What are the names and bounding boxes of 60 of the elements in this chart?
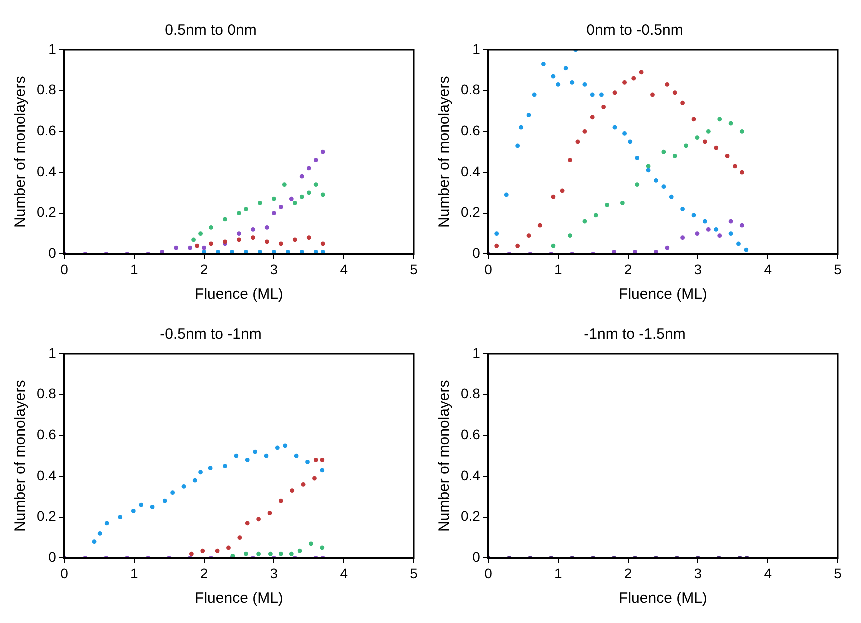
y-tick-label: 0.2	[36, 204, 57, 220]
y-tick-label: 0	[48, 245, 57, 262]
y-tick-label: 0.8	[36, 386, 57, 402]
y-tick-label: 0.6	[460, 426, 481, 443]
x-axis-title: Fluence (ML)	[619, 286, 708, 304]
y-axis-title: Number of monolayers	[12, 380, 30, 532]
y-tick-label: 1	[48, 344, 57, 361]
y-tick-label: 0.4	[460, 163, 481, 180]
x-tick-label: 4	[764, 565, 772, 582]
chart-title: -0.5nm to -1nm	[160, 326, 262, 344]
x-tick-label: 3	[270, 565, 278, 582]
x-tick-label: 5	[410, 565, 418, 582]
x-axis-title: Fluence (ML)	[195, 286, 284, 304]
x-tick-label: 2	[200, 565, 208, 582]
x-tick-label: 4	[340, 261, 348, 278]
y-tick-label: 0.6	[36, 122, 57, 139]
x-tick-label: 3	[694, 565, 702, 582]
x-tick-label: 5	[834, 261, 842, 278]
x-tick-label: 1	[130, 261, 138, 278]
chart-title: 0.5nm to 0nm	[165, 22, 257, 40]
x-tick-label: 3	[694, 261, 702, 278]
y-tick-label: 0.2	[460, 508, 481, 524]
x-tick-label: 4	[764, 261, 772, 278]
y-tick-label: 0	[472, 549, 481, 566]
x-tick-label: 2	[200, 261, 208, 278]
x-tick-label: 5	[834, 565, 842, 582]
chart-title: -1nm to -1.5nm	[584, 326, 686, 344]
x-tick-label: 0	[484, 261, 493, 278]
y-axis-title: Number of monolayers	[436, 380, 454, 532]
x-tick-label: 1	[554, 261, 562, 278]
x-tick-label: 2	[624, 261, 632, 278]
y-axis-title: Number of monolayers	[436, 76, 454, 228]
y-tick-label: 0.6	[460, 122, 481, 139]
y-tick-label: 0.6	[36, 426, 57, 443]
y-tick-label: 0.2	[36, 508, 57, 524]
x-tick-label: 2	[624, 565, 632, 582]
y-tick-label: 0.2	[460, 204, 481, 220]
x-tick-label: 0	[484, 565, 493, 582]
x-axis-title: Fluence (ML)	[195, 590, 284, 608]
y-tick-label: 0.4	[36, 467, 57, 484]
y-tick-label: 0.4	[460, 467, 481, 484]
y-tick-label: 0.8	[36, 82, 57, 98]
y-tick-label: 1	[472, 344, 481, 361]
y-tick-label: 0.8	[460, 82, 481, 98]
x-tick-label: 1	[554, 565, 562, 582]
y-tick-label: 1	[48, 40, 57, 57]
x-tick-label: 0	[60, 565, 69, 582]
x-axis-title: Fluence (ML)	[619, 590, 708, 608]
y-tick-label: 0.8	[460, 386, 481, 402]
x-tick-label: 0	[60, 261, 69, 278]
x-tick-label: 1	[130, 565, 138, 582]
y-tick-label: 0.4	[36, 163, 57, 180]
chart-title: 0nm to -0.5nm	[586, 22, 684, 40]
x-tick-label: 5	[410, 261, 418, 278]
y-axis-title: Number of monolayers	[12, 76, 30, 228]
y-tick-label: 1	[472, 40, 481, 57]
y-tick-label: 0	[472, 245, 481, 262]
y-tick-label: 0	[48, 549, 57, 566]
x-tick-label: 4	[340, 565, 348, 582]
x-tick-label: 3	[270, 261, 278, 278]
